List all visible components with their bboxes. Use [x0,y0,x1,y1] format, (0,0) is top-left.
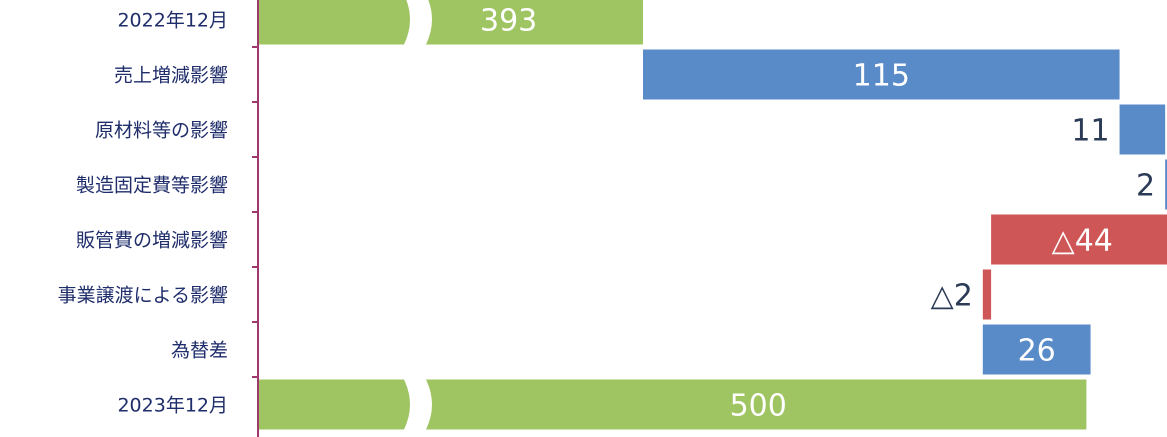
value-label: 26 [1018,334,1056,369]
category-label: 為替差 [171,340,228,362]
category-label: 製造固定費等影響 [76,175,228,197]
bars-layer [252,0,1167,430]
value-labels-layer: 393 115 11 2 △44 △2 26 500 [480,4,1155,424]
category-label: 2022年12月 [117,10,228,32]
value-label: △44 [1052,224,1113,259]
total-bar [426,379,1087,430]
category-label: 販管費の増減影響 [76,230,228,252]
increase-bar [1119,104,1166,155]
total-bar [426,0,643,45]
value-label: 2 [1136,169,1155,204]
value-label: △2 [931,279,973,314]
value-label: 115 [853,59,910,94]
category-label: 売上増減影響 [114,65,228,87]
category-label: 原材料等の影響 [95,120,228,142]
decrease-bar [982,269,992,320]
total-bar-segment-left [258,0,410,45]
value-label: 500 [730,389,787,424]
category-label: 事業譲渡による影響 [58,285,228,307]
total-bar-segment-left [258,379,410,430]
increase-bar [982,324,1091,375]
increase-bar [643,49,1120,100]
category-label: 2023年12月 [117,395,228,417]
category-labels-layer: 2022年12月売上増減影響原材料等の影響製造固定費等影響販管費の増減影響事業譲… [58,10,228,417]
decrease-bar [991,214,1167,265]
value-label: 11 [1071,114,1109,149]
value-label: 393 [480,4,537,39]
increase-bar [1165,159,1167,210]
